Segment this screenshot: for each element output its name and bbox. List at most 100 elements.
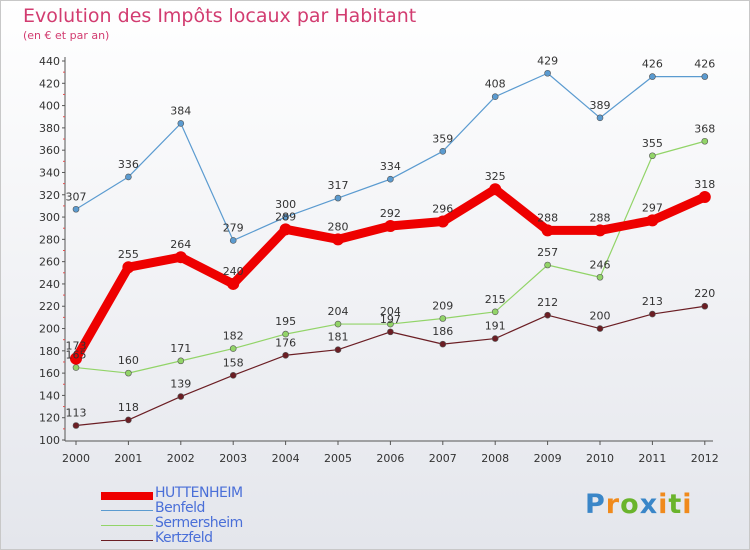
y-tick-label: 240	[39, 278, 60, 291]
data-label-kertzfeld: 186	[432, 325, 453, 338]
legend-label-sermersheim: Sermersheim	[155, 515, 243, 531]
x-tick-label: 2012	[691, 452, 719, 465]
logo-letter: P	[585, 489, 606, 520]
logo-letter: x	[639, 489, 659, 520]
data-label-kertzfeld: 191	[485, 320, 506, 333]
y-tick-label: 180	[39, 345, 60, 358]
legend-item-kertzfeld: Kertzfeld	[101, 530, 321, 548]
data-label-kertzfeld: 220	[694, 287, 715, 300]
y-tick-label: 320	[39, 189, 60, 202]
legend-label-huttenheim: HUTTENHEIM	[155, 485, 243, 501]
data-point-kertzfeld	[439, 340, 447, 348]
data-point-huttenheim	[384, 219, 397, 232]
x-tick-label: 2009	[534, 452, 562, 465]
data-point-benfeld	[544, 69, 551, 77]
data-point-kertzfeld	[72, 422, 80, 429]
data-point-sermersheim	[491, 308, 499, 316]
logo-letter: i	[658, 489, 669, 520]
data-label-benfeld: 384	[170, 104, 191, 117]
data-label-kertzfeld: 213	[642, 295, 663, 308]
data-label-sermersheim: 195	[275, 315, 296, 328]
data-point-benfeld	[229, 237, 237, 244]
data-label-benfeld: 300	[275, 198, 296, 211]
data-label-huttenheim: 264	[170, 238, 191, 251]
data-point-kertzfeld	[387, 328, 394, 336]
y-tick-label: 380	[39, 122, 60, 135]
data-label-kertzfeld: 118	[118, 401, 139, 414]
data-label-kertzfeld: 139	[170, 378, 191, 391]
data-point-sermersheim	[596, 273, 604, 281]
x-tick-label: 2000	[62, 452, 90, 465]
logo-letter: t	[668, 489, 683, 520]
data-label-sermersheim: 182	[223, 330, 244, 343]
data-point-huttenheim	[594, 224, 606, 237]
data-label-benfeld: 359	[432, 132, 453, 145]
proxiti-logo: Proxiti	[585, 489, 693, 520]
legend-label-kertzfeld: Kertzfeld	[155, 530, 213, 546]
data-point-sermersheim	[701, 137, 709, 145]
data-label-sermersheim: 215	[485, 293, 506, 306]
data-point-sermersheim	[72, 364, 80, 371]
data-label-sermersheim: 355	[642, 137, 663, 150]
data-point-sermersheim	[282, 330, 289, 338]
data-label-benfeld: 307	[66, 190, 87, 203]
y-tick-label: 140	[39, 389, 60, 402]
data-point-kertzfeld	[491, 335, 499, 342]
data-label-huttenheim: 288	[590, 211, 611, 224]
x-tick-label: 2006	[376, 452, 404, 465]
data-label-sermersheim: 165	[66, 349, 87, 362]
x-tick-label: 2002	[167, 452, 195, 465]
logo-letter: o	[620, 489, 640, 520]
data-label-kertzfeld: 200	[590, 310, 611, 323]
data-point-kertzfeld	[125, 416, 132, 424]
y-tick-label: 160	[39, 367, 60, 380]
data-point-huttenheim	[279, 223, 292, 236]
data-point-sermersheim	[649, 152, 656, 160]
legend-swatch-kertzfeld	[101, 540, 153, 541]
data-label-kertzfeld: 181	[328, 331, 349, 344]
x-tick-label: 2010	[586, 452, 614, 465]
data-label-sermersheim: 160	[118, 354, 139, 367]
chart-subtitle: (en € et par an)	[23, 29, 110, 42]
data-label-sermersheim: 257	[537, 246, 558, 259]
data-label-kertzfeld: 113	[66, 407, 87, 420]
x-tick-label: 2001	[114, 452, 142, 465]
data-label-kertzfeld: 158	[223, 356, 244, 369]
data-label-benfeld: 317	[328, 179, 349, 192]
data-label-kertzfeld: 212	[537, 296, 558, 309]
data-label-benfeld: 336	[118, 158, 139, 171]
data-label-huttenheim: 325	[485, 170, 506, 183]
y-tick-label: 120	[39, 412, 60, 425]
y-tick-label: 200	[39, 323, 60, 336]
data-point-kertzfeld	[544, 311, 551, 319]
data-label-huttenheim: 296	[432, 203, 453, 216]
y-tick-label: 100	[39, 434, 60, 447]
x-tick-label: 2003	[219, 452, 247, 465]
data-point-benfeld	[282, 213, 289, 221]
data-point-kertzfeld	[701, 302, 709, 310]
data-point-huttenheim	[174, 251, 187, 264]
data-point-kertzfeld	[229, 372, 237, 379]
data-label-benfeld: 334	[380, 160, 401, 173]
y-tick-label: 440	[39, 55, 60, 68]
legend-item-sermersheim: Sermersheim	[101, 515, 321, 533]
data-point-benfeld	[72, 205, 80, 213]
data-point-benfeld	[701, 73, 709, 80]
data-point-huttenheim	[541, 224, 554, 237]
data-label-huttenheim: 255	[118, 248, 139, 261]
data-point-benfeld	[387, 175, 394, 183]
data-label-benfeld: 279	[223, 221, 244, 234]
data-point-huttenheim	[227, 277, 240, 290]
data-label-sermersheim: 204	[380, 305, 401, 318]
data-point-benfeld	[334, 194, 342, 202]
data-point-sermersheim	[439, 315, 447, 322]
data-point-kertzfeld	[596, 325, 604, 332]
data-point-benfeld	[596, 114, 604, 122]
data-point-kertzfeld	[177, 393, 185, 400]
data-label-huttenheim: 173	[66, 340, 87, 353]
data-point-huttenheim	[332, 233, 344, 246]
data-label-sermersheim: 246	[590, 258, 611, 271]
data-point-sermersheim	[125, 369, 132, 377]
data-point-huttenheim	[698, 190, 711, 203]
